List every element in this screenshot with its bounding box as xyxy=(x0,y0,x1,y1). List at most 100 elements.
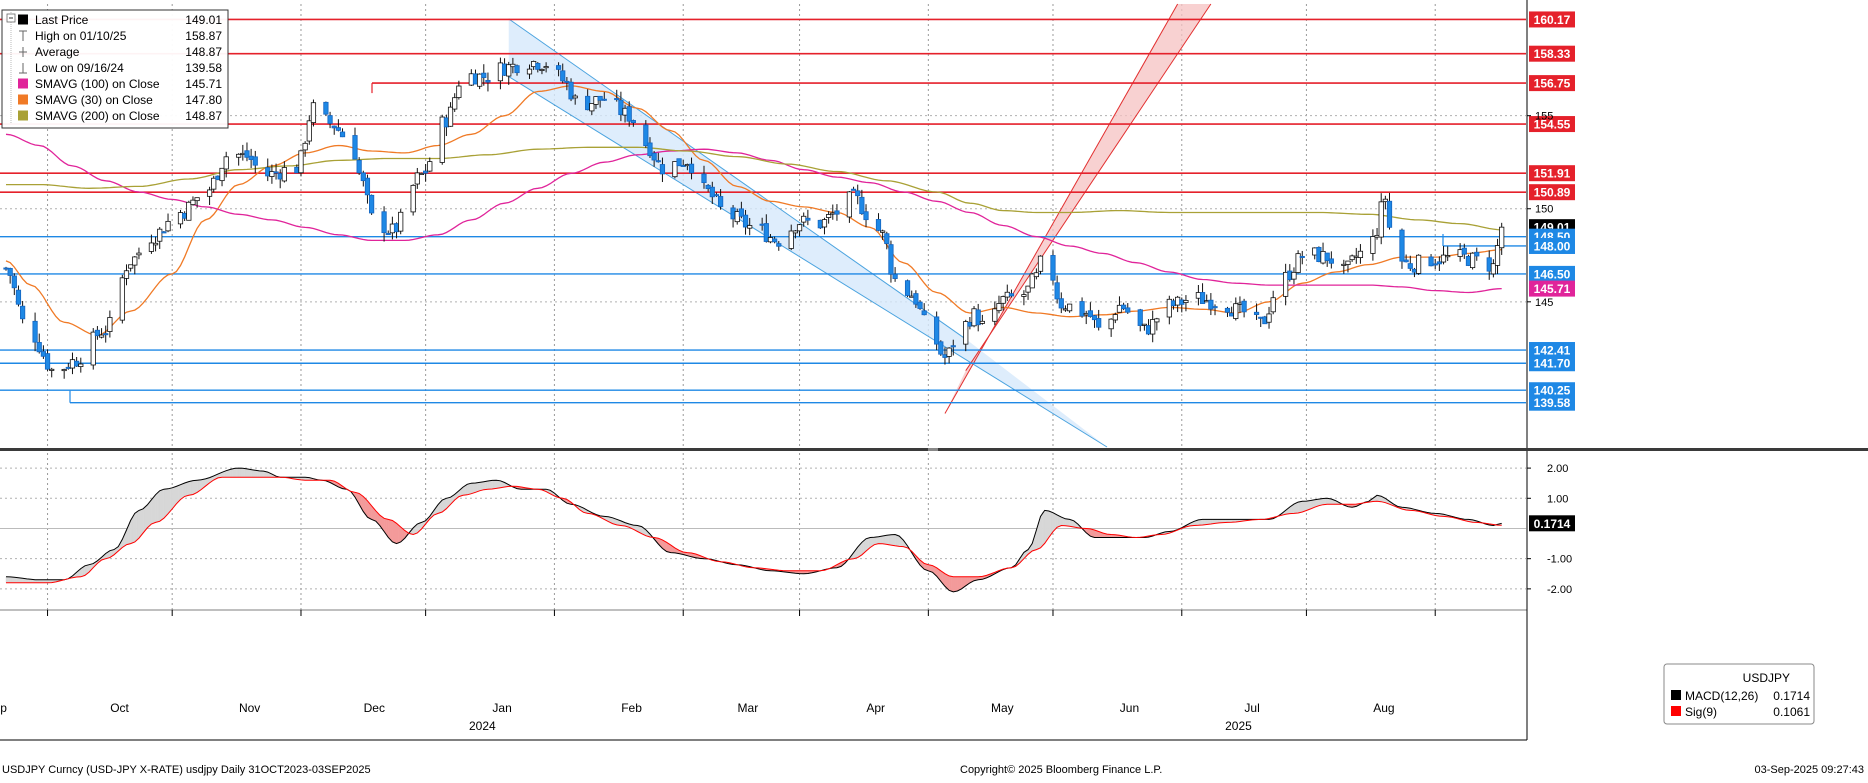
macd-fill xyxy=(878,536,881,544)
candle xyxy=(880,229,886,240)
candle xyxy=(1357,244,1364,264)
candle-body-up xyxy=(1154,318,1160,323)
price-tag-bg xyxy=(1529,184,1575,201)
candle xyxy=(672,161,678,179)
macd-last-tag-bg xyxy=(1529,515,1575,532)
support-tag: 141.70 xyxy=(1529,355,1575,372)
candle xyxy=(630,119,636,127)
candle xyxy=(555,62,562,77)
candle-body-up xyxy=(132,256,138,266)
candle-body-up xyxy=(1374,234,1380,238)
candle-body-down xyxy=(339,131,346,138)
macd-fill xyxy=(396,522,399,544)
candle-body-down xyxy=(888,244,894,275)
candle xyxy=(369,194,375,215)
candle-body-down xyxy=(651,152,657,161)
candle-body-up xyxy=(302,142,308,151)
candle xyxy=(514,64,520,76)
macd-fill xyxy=(14,577,17,583)
candle-body-up xyxy=(157,228,163,242)
candle-body-down xyxy=(331,125,337,129)
candle xyxy=(1141,323,1147,331)
candle-body-up xyxy=(826,214,832,218)
macd-fill xyxy=(882,535,885,545)
candle xyxy=(772,236,778,244)
candle xyxy=(477,73,483,90)
candle-body-up xyxy=(821,219,828,228)
macd-fill xyxy=(155,491,158,523)
candle-body-up xyxy=(543,66,549,69)
candle-body-down xyxy=(360,172,366,182)
legend-label: SMAVG (30) on Close xyxy=(35,93,153,107)
candle-body-down xyxy=(655,160,661,163)
candle-body-up xyxy=(1457,249,1463,257)
candle-body-down xyxy=(1432,263,1438,266)
support-tag: 140.25 xyxy=(1529,382,1575,399)
candle-body-down xyxy=(850,188,857,191)
candle-body-up xyxy=(1000,296,1006,304)
candle-body-up xyxy=(123,270,130,279)
candle-body-down xyxy=(32,320,38,343)
macd-fill xyxy=(1092,529,1095,538)
candle xyxy=(1378,193,1384,245)
candle xyxy=(1137,308,1143,332)
candle xyxy=(252,150,258,173)
candle-body-up xyxy=(1370,236,1376,254)
macd-fill xyxy=(142,506,146,534)
price-tag-bg xyxy=(1529,237,1575,254)
candle-body-down xyxy=(805,217,811,221)
candle xyxy=(44,349,51,372)
candle xyxy=(1224,306,1231,318)
channel-lower-line xyxy=(508,76,1108,448)
candle-body-up xyxy=(1490,263,1496,275)
legend-box xyxy=(1,9,229,129)
candle-body-down xyxy=(161,231,167,234)
candle-body-down xyxy=(676,158,682,167)
price-tag-label: 142.41 xyxy=(1534,344,1571,358)
macd-fill xyxy=(192,480,196,495)
macd-fill xyxy=(242,468,246,478)
macd-fill xyxy=(487,480,491,490)
candle xyxy=(132,256,138,275)
macd-fill xyxy=(1322,498,1326,505)
price-tag-label: 139.58 xyxy=(1534,396,1571,410)
candle-body-up xyxy=(846,191,853,218)
candle xyxy=(659,157,666,183)
macd-fill xyxy=(230,468,233,478)
candle-body-down xyxy=(1224,307,1231,313)
price-tag-label: 156.75 xyxy=(1534,77,1571,91)
candle-body-down xyxy=(393,223,400,233)
candle xyxy=(614,89,620,102)
price-tag-label: 140.25 xyxy=(1534,384,1571,398)
footer-security: USDJPY Curncy (USD-JPY X-RATE) usdjpy Da… xyxy=(2,764,371,776)
candle xyxy=(306,115,312,145)
candle xyxy=(194,197,200,208)
legend-label: Low on 09/16/24 xyxy=(35,61,124,75)
candle-body-up xyxy=(1204,300,1210,303)
candle xyxy=(398,209,404,235)
candle-body-down xyxy=(713,194,720,197)
candle-body-down xyxy=(65,366,71,369)
candle-body-down xyxy=(1328,258,1334,264)
candle-body-up xyxy=(1415,254,1422,274)
macd-fill xyxy=(232,468,235,478)
macd-legend-item: Sig(9) 0.1061 xyxy=(1671,705,1810,719)
macd-fill xyxy=(153,494,156,524)
candle xyxy=(643,120,649,148)
month-label: Oct xyxy=(110,701,129,715)
candle-body-up xyxy=(963,321,969,345)
legend-value: 158.87 xyxy=(185,29,222,43)
month-label: Sep xyxy=(0,701,7,715)
macd-last-tag-label: 0.1714 xyxy=(1534,517,1571,531)
candle xyxy=(539,68,545,75)
resistance-tag: 158.33 xyxy=(1529,45,1575,62)
candle xyxy=(128,264,134,272)
footer-timestamp: 03-Sep-2025 09:27:43 xyxy=(1754,764,1864,776)
macd-fill xyxy=(244,468,248,478)
candle xyxy=(1054,275,1060,304)
candle-body-down xyxy=(763,223,769,242)
candle-body-down xyxy=(863,211,869,221)
candle-body-up xyxy=(119,277,125,321)
candle-body-down xyxy=(7,268,13,276)
candle-body-down xyxy=(1008,293,1015,297)
